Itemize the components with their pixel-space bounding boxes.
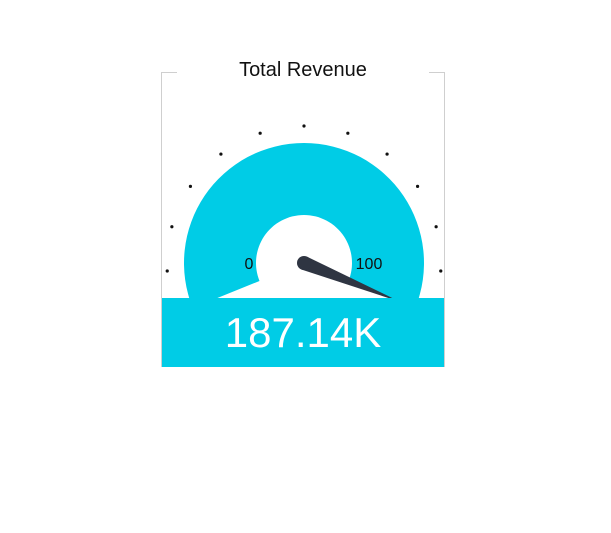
card-frame-corner-left xyxy=(161,72,177,73)
gauge-needle xyxy=(301,256,393,298)
gauge-card: Total Revenue 0 100 187.14K xyxy=(161,59,445,367)
gauge-tick-dot xyxy=(346,131,350,135)
gauge-min-label: 0 xyxy=(245,256,254,273)
gauge-tick-dot xyxy=(188,184,193,188)
gauge-tick-dot xyxy=(439,269,443,273)
gauge-tick-dot xyxy=(219,152,223,156)
value-box: 187.14K xyxy=(162,298,444,367)
gauge-tick-dot xyxy=(434,225,438,229)
gauge-tick-dot xyxy=(302,124,306,128)
gauge-tick-dot xyxy=(165,269,169,273)
gauge-needle-hub xyxy=(297,256,311,270)
gauge-tick-dot xyxy=(258,131,262,135)
gauge-max-label: 100 xyxy=(356,256,383,273)
gauge-band xyxy=(184,143,424,298)
gauge-title: Total Revenue xyxy=(239,59,367,81)
gauge-tick-dot xyxy=(170,225,174,229)
card-frame-corner-right xyxy=(429,72,445,73)
gauge-tick-dots xyxy=(165,124,443,273)
gauge-tick-dot xyxy=(385,152,389,156)
gauge-value: 187.14K xyxy=(224,308,382,356)
gauge-chart: 0 100 xyxy=(165,124,443,298)
gauge-tick-dot xyxy=(415,184,420,188)
